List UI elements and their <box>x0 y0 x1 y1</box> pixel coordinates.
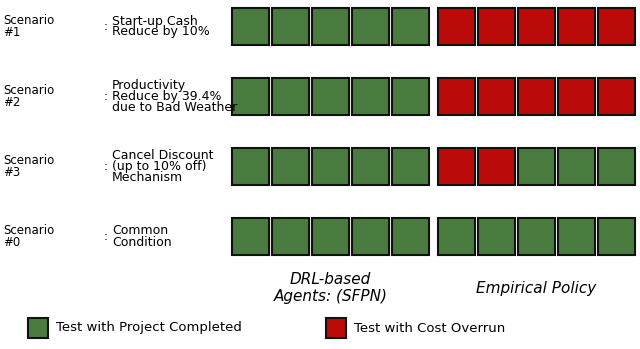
Text: (up to 10% off): (up to 10% off) <box>112 160 207 173</box>
FancyBboxPatch shape <box>352 78 389 115</box>
Text: Empirical Policy: Empirical Policy <box>476 281 596 296</box>
FancyBboxPatch shape <box>392 78 429 115</box>
FancyBboxPatch shape <box>478 8 515 45</box>
FancyBboxPatch shape <box>272 218 309 255</box>
FancyBboxPatch shape <box>478 218 515 255</box>
FancyBboxPatch shape <box>392 8 429 45</box>
FancyBboxPatch shape <box>392 218 429 255</box>
FancyBboxPatch shape <box>558 8 595 45</box>
FancyBboxPatch shape <box>232 218 269 255</box>
FancyBboxPatch shape <box>518 78 555 115</box>
Text: Test with Cost Overrun: Test with Cost Overrun <box>354 321 505 334</box>
FancyBboxPatch shape <box>312 218 349 255</box>
FancyBboxPatch shape <box>312 8 349 45</box>
FancyBboxPatch shape <box>28 318 48 338</box>
Text: :: : <box>104 90 108 103</box>
Text: Scenario: Scenario <box>3 224 54 237</box>
Text: #3: #3 <box>3 166 20 179</box>
FancyBboxPatch shape <box>598 78 635 115</box>
FancyBboxPatch shape <box>598 8 635 45</box>
FancyBboxPatch shape <box>232 78 269 115</box>
FancyBboxPatch shape <box>518 218 555 255</box>
FancyBboxPatch shape <box>598 218 635 255</box>
FancyBboxPatch shape <box>598 148 635 185</box>
FancyBboxPatch shape <box>352 8 389 45</box>
Text: Scenario: Scenario <box>3 154 54 167</box>
FancyBboxPatch shape <box>232 8 269 45</box>
FancyBboxPatch shape <box>232 148 269 185</box>
FancyBboxPatch shape <box>518 148 555 185</box>
Text: Start-up Cash: Start-up Cash <box>112 15 198 28</box>
Text: Reduce by 39.4%: Reduce by 39.4% <box>112 90 221 103</box>
FancyBboxPatch shape <box>272 148 309 185</box>
Text: #0: #0 <box>3 236 20 249</box>
FancyBboxPatch shape <box>352 148 389 185</box>
FancyBboxPatch shape <box>352 218 389 255</box>
Text: Agents: (SFPN): Agents: (SFPN) <box>273 289 387 304</box>
Text: #1: #1 <box>3 26 20 39</box>
Text: due to Bad Weather: due to Bad Weather <box>112 101 237 114</box>
Text: Test with Project Completed: Test with Project Completed <box>56 321 242 334</box>
FancyBboxPatch shape <box>438 148 475 185</box>
Text: Reduce by 10%: Reduce by 10% <box>112 25 210 38</box>
FancyBboxPatch shape <box>478 148 515 185</box>
FancyBboxPatch shape <box>312 148 349 185</box>
Text: :: : <box>104 230 108 243</box>
FancyBboxPatch shape <box>558 78 595 115</box>
FancyBboxPatch shape <box>438 218 475 255</box>
Text: :: : <box>104 20 108 33</box>
FancyBboxPatch shape <box>272 78 309 115</box>
FancyBboxPatch shape <box>478 78 515 115</box>
FancyBboxPatch shape <box>558 218 595 255</box>
Text: Common: Common <box>112 224 168 238</box>
Text: Cancel Discount: Cancel Discount <box>112 149 214 162</box>
Text: Mechanism: Mechanism <box>112 171 183 184</box>
Text: :: : <box>104 160 108 173</box>
Text: Scenario: Scenario <box>3 84 54 97</box>
FancyBboxPatch shape <box>312 78 349 115</box>
Text: Productivity: Productivity <box>112 79 186 92</box>
Text: #2: #2 <box>3 96 20 109</box>
FancyBboxPatch shape <box>326 318 346 338</box>
Text: Scenario: Scenario <box>3 14 54 27</box>
FancyBboxPatch shape <box>518 8 555 45</box>
FancyBboxPatch shape <box>438 78 475 115</box>
FancyBboxPatch shape <box>392 148 429 185</box>
Text: Condition: Condition <box>112 236 172 248</box>
FancyBboxPatch shape <box>558 148 595 185</box>
FancyBboxPatch shape <box>272 8 309 45</box>
FancyBboxPatch shape <box>438 8 475 45</box>
Text: DRL-based: DRL-based <box>290 273 371 288</box>
